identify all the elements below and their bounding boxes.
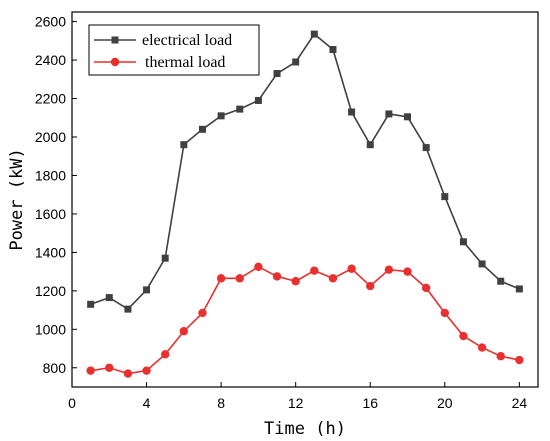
- data-point-thermal: [198, 308, 207, 318]
- data-point-thermal: [459, 331, 468, 341]
- x-tick-label: 24: [512, 395, 528, 411]
- y-tick-label: 2200: [35, 91, 66, 107]
- data-point-electrical: [366, 141, 374, 149]
- data-point-electrical: [385, 110, 393, 118]
- plot-marks: [86, 30, 524, 378]
- y-axis: 800 1000 1200 1400 1600 1800 2000 2200 2400 2600: [35, 14, 77, 376]
- x-axis-title: Time (h): [264, 419, 346, 439]
- data-point-electrical: [459, 238, 467, 246]
- data-point-thermal: [161, 350, 170, 359]
- x-tick-label: 0: [68, 395, 76, 411]
- data-point-thermal: [421, 283, 431, 293]
- data-point-thermal: [179, 327, 189, 336]
- data-point-electrical: [254, 96, 262, 104]
- y-tick-label: 2600: [35, 14, 66, 30]
- data-point-electrical: [515, 285, 523, 293]
- series-line-thermal: [90, 265, 520, 375]
- plot-frame: [71, 11, 539, 388]
- data-point-electrical: [292, 58, 300, 66]
- data-point-thermal: [216, 274, 226, 283]
- data-point-electrical: [478, 260, 486, 268]
- y-tick-label: 1000: [35, 321, 66, 337]
- data-point-electrical: [348, 108, 356, 116]
- data-point-electrical: [87, 300, 95, 308]
- data-point-electrical: [404, 113, 412, 121]
- data-point-thermal: [515, 355, 524, 365]
- y-tick-label: 800: [43, 360, 67, 376]
- legend-swatch-circle-thermal: [110, 57, 120, 67]
- x-tick-label: 4: [143, 395, 151, 411]
- data-point-electrical: [329, 46, 337, 53]
- data-point-thermal: [366, 281, 375, 291]
- x-tick-label: 16: [362, 395, 378, 411]
- data-point-electrical: [143, 286, 151, 294]
- legend-box: [88, 24, 260, 76]
- x-axis: 0 4 8 12 16 20 24: [68, 382, 527, 411]
- data-point-electrical: [236, 105, 244, 113]
- y-tick-label: 1800: [35, 167, 66, 183]
- data-point-thermal: [291, 277, 300, 286]
- y-tick-label: 2000: [35, 129, 66, 145]
- data-point-electrical: [124, 305, 132, 313]
- x-tick-label: 20: [437, 395, 453, 411]
- data-point-thermal: [384, 265, 394, 274]
- data-point-thermal: [86, 366, 95, 375]
- y-axis-title: Power (kW): [7, 148, 27, 250]
- data-point-thermal: [254, 262, 263, 272]
- data-point-thermal: [272, 272, 282, 281]
- data-point-electrical: [105, 294, 113, 302]
- y-tick-label: 1200: [35, 283, 66, 299]
- data-point-electrical: [180, 141, 188, 149]
- y-tick-label: 1400: [35, 244, 66, 260]
- data-point-thermal: [496, 352, 505, 361]
- data-point-thermal: [123, 369, 133, 378]
- x-tick-label: 12: [288, 395, 304, 411]
- data-point-thermal: [347, 264, 356, 273]
- legend-swatch-square-electrical: [111, 36, 119, 44]
- y-tick-label: 2400: [35, 52, 66, 68]
- data-point-thermal: [328, 274, 338, 283]
- y-tick-label: 1600: [35, 206, 66, 222]
- series-line-electrical: [90, 32, 520, 311]
- data-point-electrical: [161, 254, 169, 262]
- data-point-electrical: [497, 277, 505, 285]
- x-tick-label: 8: [217, 395, 225, 411]
- data-point-thermal: [403, 267, 412, 276]
- data-point-thermal: [440, 308, 449, 318]
- data-point-thermal: [235, 274, 244, 283]
- data-point-electrical: [198, 125, 206, 133]
- data-point-electrical: [310, 30, 318, 38]
- data-point-thermal: [477, 343, 487, 352]
- legend: electrical load thermal load: [88, 24, 260, 76]
- data-point-thermal: [310, 266, 319, 275]
- legend-label-thermal: thermal load: [145, 54, 225, 71]
- data-point-electrical: [273, 70, 281, 78]
- data-point-electrical: [217, 112, 225, 120]
- data-point-electrical: [441, 193, 449, 201]
- data-point-thermal: [142, 366, 151, 375]
- data-point-electrical: [422, 144, 430, 152]
- data-point-thermal: [105, 363, 114, 372]
- legend-label-electrical: electrical load: [142, 32, 232, 49]
